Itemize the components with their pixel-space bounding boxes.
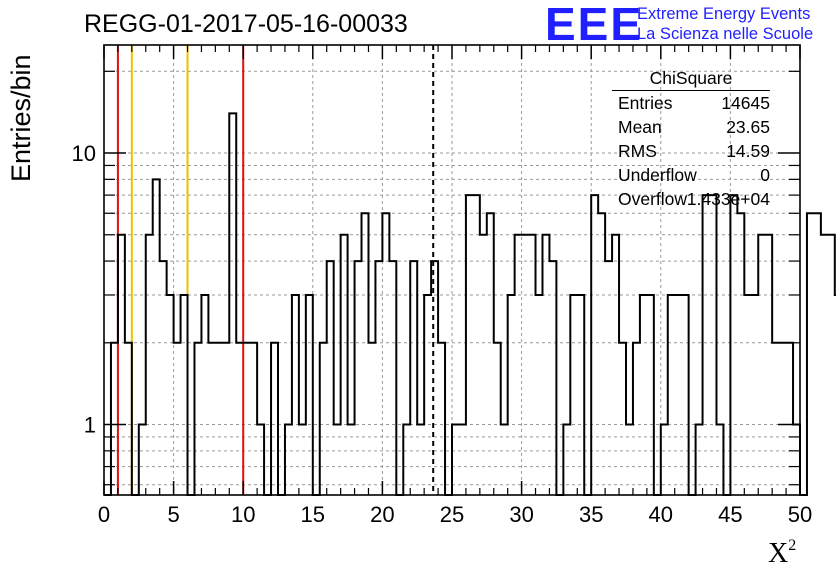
- stats-value: 1.433e+04: [686, 189, 770, 209]
- stats-key: Underflow: [618, 165, 697, 185]
- x-axis-label-sup: 2: [788, 537, 797, 554]
- y-axis-ticks: 1 10: [72, 70, 800, 486]
- logo-line-2: La Scienza nelle Scuole: [637, 25, 814, 43]
- x-tick-label: 5: [167, 502, 179, 527]
- x-tick-label: 15: [301, 502, 325, 527]
- x-tick-label: 20: [370, 502, 394, 527]
- stats-title: ChiSquare: [612, 66, 770, 91]
- x-tick-label: 35: [579, 502, 603, 527]
- stats-row-mean: Mean 23.65: [612, 115, 770, 139]
- stats-value: 14.59: [726, 141, 770, 161]
- y-axis-label: Entries/bin: [6, 54, 36, 182]
- stats-row-entries: Entries 14645: [612, 91, 770, 115]
- stats-box: ChiSquare Entries 14645 Mean 23.65 RMS 14.5…: [612, 66, 770, 211]
- stats-value: 0: [760, 165, 770, 185]
- x-tick-label: 40: [649, 502, 673, 527]
- x-tick-label: 45: [718, 502, 742, 527]
- x-tick-label: 30: [509, 502, 533, 527]
- y-tick-label: 10: [72, 141, 96, 166]
- stats-row-rms: RMS 14.59: [612, 139, 770, 163]
- stats-key: RMS: [618, 141, 657, 161]
- x-axis-ticks: 0 5 10 15 20 25 30 35 40 45 50: [98, 45, 812, 527]
- stats-key: Overflow: [618, 189, 688, 209]
- x-tick-label: 25: [440, 502, 464, 527]
- x-axis-label: X2: [768, 537, 796, 570]
- x-tick-label: 10: [231, 502, 255, 527]
- x-axis-label-base: X: [768, 538, 789, 569]
- stats-key: Mean: [618, 117, 662, 137]
- y-tick-label: 1: [84, 413, 96, 438]
- logo-line-1: Extreme Energy Events: [637, 5, 811, 23]
- x-tick-label: 0: [98, 502, 110, 527]
- x-tick-label: 50: [788, 502, 812, 527]
- eee-logo: EEE: [545, 0, 644, 50]
- stats-key: Entries: [618, 93, 673, 113]
- chart-title: REGG-01-2017-05-16-00033: [84, 10, 408, 38]
- stats-row-underflow: Underflow 0: [612, 163, 770, 187]
- marker-lines: [116, 45, 435, 495]
- stats-row-overflow: Overflow 1.433e+04: [612, 187, 770, 211]
- histogram-line: [104, 112, 836, 496]
- stats-value: 14645: [721, 93, 770, 113]
- stats-value: 23.65: [726, 117, 770, 137]
